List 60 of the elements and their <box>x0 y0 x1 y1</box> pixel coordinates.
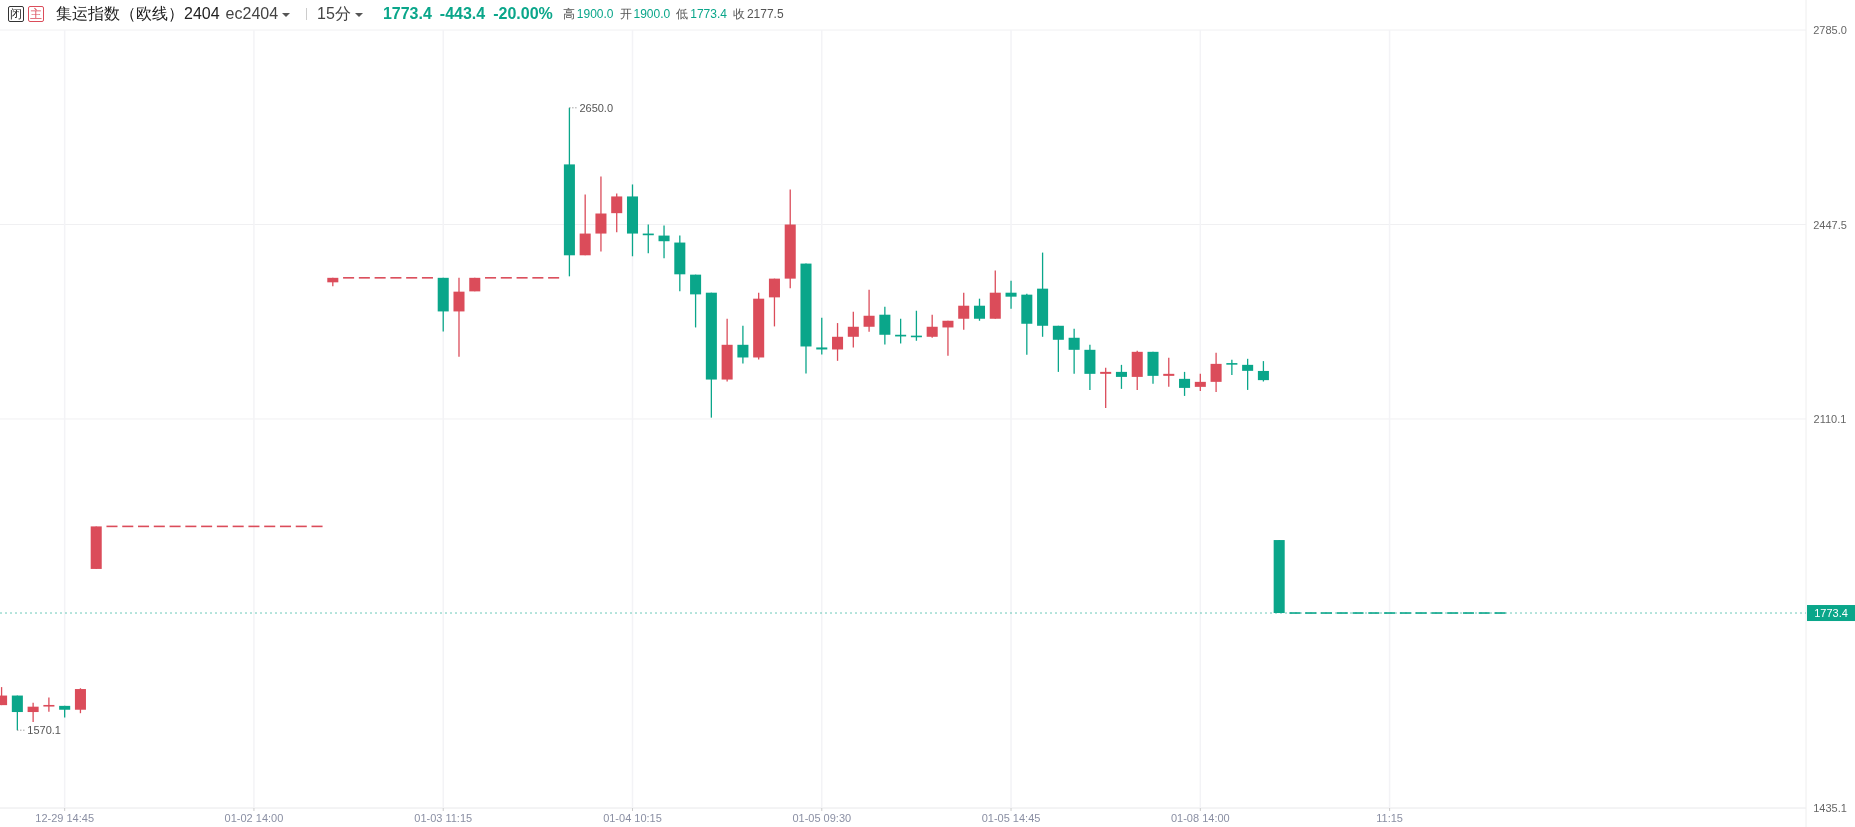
candlestick <box>1115 364 1127 390</box>
candlestick <box>816 317 828 356</box>
y-tick-label: 2110.1 <box>1813 412 1847 425</box>
candlestick <box>27 702 39 723</box>
annotation: 1570.1 <box>27 724 62 737</box>
candlestick <box>1005 280 1017 310</box>
chart-subtitle: ec2404 <box>225 5 279 23</box>
text: 主 <box>28 6 44 22</box>
y-tick-label: 1435.1 <box>1813 802 1847 814</box>
candlestick <box>879 306 891 346</box>
text: 1900.0 <box>576 7 614 21</box>
y-tick-label: 2785.0 <box>1813 24 1847 36</box>
text: 1773.4 <box>382 5 432 23</box>
text: 闭 <box>8 6 24 22</box>
candlestick <box>958 292 970 331</box>
text: 2177.5 <box>746 7 784 21</box>
candlestick <box>595 175 607 253</box>
candlestick <box>1068 328 1080 375</box>
text: 收 <box>732 5 745 23</box>
candlestick <box>43 696 55 713</box>
candlestick <box>1257 360 1269 383</box>
candlestick <box>1179 371 1191 397</box>
candlestick <box>768 277 780 328</box>
candlestick <box>973 298 986 322</box>
x-tick-label: 11:15 <box>1376 812 1403 824</box>
text: 低 <box>676 5 689 23</box>
x-tick-label: 01-08 14:00 <box>1170 812 1230 824</box>
candlestick <box>847 311 859 349</box>
chart-title: 集运指数（欧线）2404 <box>56 3 220 24</box>
candlestick <box>690 274 702 329</box>
candlestick <box>579 193 591 256</box>
candlestick <box>863 288 875 333</box>
text: -443.4 <box>439 5 486 23</box>
candlestick <box>1226 359 1238 376</box>
x-tick-label: 12-29 14:45 <box>35 812 95 824</box>
candlestick <box>74 687 86 714</box>
text: 1773.4 <box>690 7 727 21</box>
candlestick <box>1242 358 1254 391</box>
text: -20.00% <box>493 5 553 23</box>
candlestick <box>453 277 465 358</box>
candlestick <box>737 325 749 365</box>
x-tick-label: 01-02 14:00 <box>224 812 284 824</box>
x-tick-label: 01-03 11:15 <box>414 812 473 824</box>
text: 开 <box>619 5 632 23</box>
x-tick-label: 01-05 14:45 <box>981 812 1041 824</box>
candlestick <box>832 322 844 362</box>
y-tick-label: 2447.5 <box>1813 218 1847 231</box>
x-tick-label: 01-05 09:30 <box>792 812 852 824</box>
candlestick <box>1052 325 1064 373</box>
candlestick <box>1163 357 1175 388</box>
annotation: 2650.0 <box>579 101 614 114</box>
candlestick <box>1210 352 1222 393</box>
ref-line-label: 1773.4 <box>1814 607 1848 620</box>
text: 高 <box>562 5 575 23</box>
text: 1900.0 <box>633 7 671 21</box>
x-tick-label: 01-04 10:15 <box>603 812 662 824</box>
candlestick <box>611 192 623 233</box>
text: 15分 <box>317 3 351 24</box>
candlestick <box>926 314 938 339</box>
candlestick <box>1100 367 1112 409</box>
